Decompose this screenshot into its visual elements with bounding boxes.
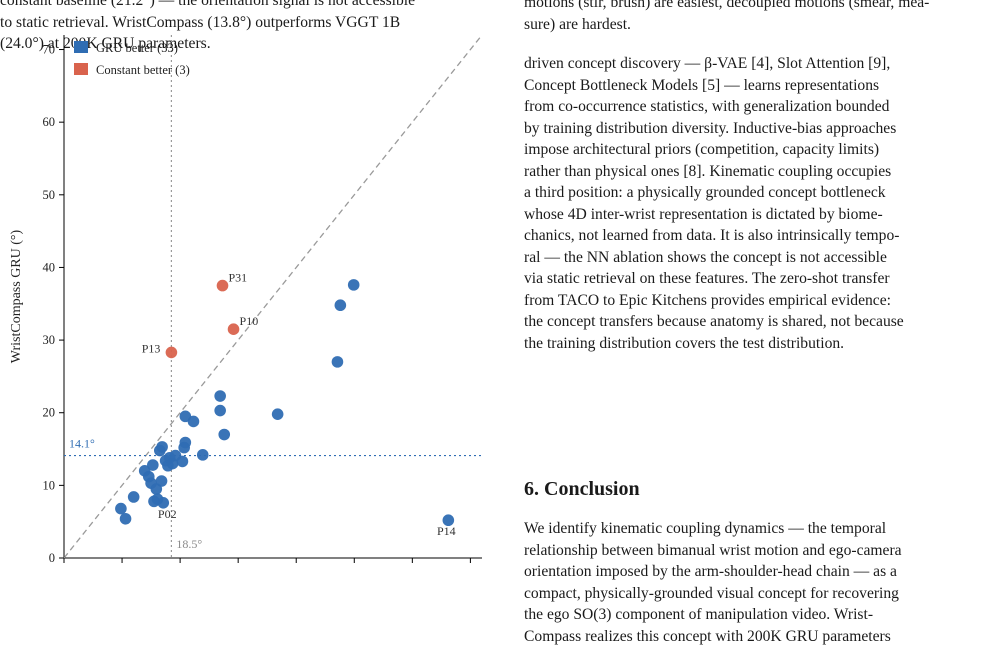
- gru-better-point: [156, 475, 168, 487]
- conclusion-line: compact, physically-grounded visual conc…: [524, 583, 1006, 605]
- related-work-paragraph: driven concept discovery — β-VAE [4], Sl…: [524, 53, 1006, 354]
- conclusion-paragraph: We identify kinematic coupling dynamics …: [524, 518, 1006, 647]
- y-axis-label: WristCompass GRU (°): [9, 229, 24, 363]
- para-line: a third position: a physically grounded …: [524, 182, 1006, 204]
- para-line: ral — the NN ablation shows the concept …: [524, 247, 1006, 269]
- para-line: the concept transfers because anatomy is…: [524, 311, 1006, 333]
- conclusion-line: orientation imposed by the arm-shoulder-…: [524, 561, 1006, 583]
- gru-better-point: [218, 429, 230, 441]
- point-annotation: P02: [158, 507, 177, 521]
- legend-label: Constant better (3): [96, 63, 190, 77]
- y-tick-label: 40: [43, 260, 56, 274]
- y-tick-label: 60: [43, 115, 56, 129]
- para-line: by training distribution diversity. Indu…: [524, 118, 1006, 140]
- para-line: rather than physical ones [8]. Kinematic…: [524, 161, 1006, 183]
- point-annotation: P14: [437, 524, 456, 538]
- point-annotation: P10: [240, 314, 259, 328]
- y-tick-label: 0: [49, 551, 55, 565]
- right-top-line-1: motions (stir, brush) are easiest, decou…: [524, 0, 1006, 14]
- gru-better-point: [214, 405, 226, 417]
- horizontal-reference-label: 14.1°: [69, 437, 95, 451]
- gru-better-point: [115, 503, 127, 515]
- gru-better-point: [120, 513, 132, 525]
- conclusion-line: Compass realizes this concept with 200K …: [524, 626, 1006, 647]
- para-line: via static retrieval on these features. …: [524, 268, 1006, 290]
- vertical-reference-label: 18.5°: [176, 537, 202, 551]
- y-tick-label: 30: [43, 333, 56, 347]
- gru-better-point: [272, 408, 284, 420]
- para-line: whose 4D inter-wrist representation is d…: [524, 204, 1006, 226]
- para-line: from co-occurrence statistics, with gene…: [524, 96, 1006, 118]
- para-line: Concept Bottleneck Models [5] — learns r…: [524, 75, 1006, 97]
- conclusion-line: relationship between bimanual wrist moti…: [524, 540, 1006, 562]
- gru-better-point: [188, 416, 200, 428]
- gru-better-point: [147, 459, 159, 471]
- para-line: the training distribution covers the tes…: [524, 333, 1006, 355]
- gru-better-point: [335, 299, 347, 311]
- right-top-line-2: sure) are hardest.: [524, 14, 1006, 36]
- para-line: from TACO to Epic Kitchens provides empi…: [524, 290, 1006, 312]
- legend-label: GRU better (33): [96, 41, 178, 55]
- para-line: impose architectural priors (competition…: [524, 139, 1006, 161]
- constant-better-point: [228, 323, 240, 335]
- para-line: driven concept discovery — β-VAE [4], Sl…: [524, 53, 1006, 75]
- right-top-text: motions (stir, brush) are easiest, decou…: [524, 0, 1006, 35]
- gru-better-point: [214, 390, 226, 402]
- gru-better-point: [180, 437, 192, 449]
- gru-better-point: [197, 449, 209, 461]
- diagonal-reference-line: [64, 35, 482, 558]
- gru-better-point: [332, 356, 344, 368]
- y-tick-label: 10: [43, 478, 56, 492]
- y-tick-label: 50: [43, 188, 56, 202]
- y-tick-label: 70: [43, 43, 56, 57]
- conclusion-line: the ego SO(3) component of manipulation …: [524, 604, 1006, 626]
- section-heading-conclusion: 6. Conclusion: [524, 478, 640, 501]
- constant-better-point: [217, 280, 229, 292]
- legend-swatch: [74, 41, 88, 53]
- point-annotation: P31: [228, 271, 247, 285]
- point-annotation: P13: [142, 341, 161, 355]
- constant-better-point: [166, 347, 178, 359]
- legend-swatch: [74, 63, 88, 75]
- conclusion-line: We identify kinematic coupling dynamics …: [524, 518, 1006, 540]
- para-line: chanics, not learned from data. It is al…: [524, 225, 1006, 247]
- y-tick-label: 20: [43, 406, 56, 420]
- gru-better-point: [177, 456, 189, 468]
- gru-better-point: [348, 279, 360, 291]
- gru-better-point: [156, 441, 168, 453]
- gru-better-point: [128, 491, 140, 503]
- scatter-plot: 14.1°18.5°010203040506070010203040506070…: [0, 0, 500, 567]
